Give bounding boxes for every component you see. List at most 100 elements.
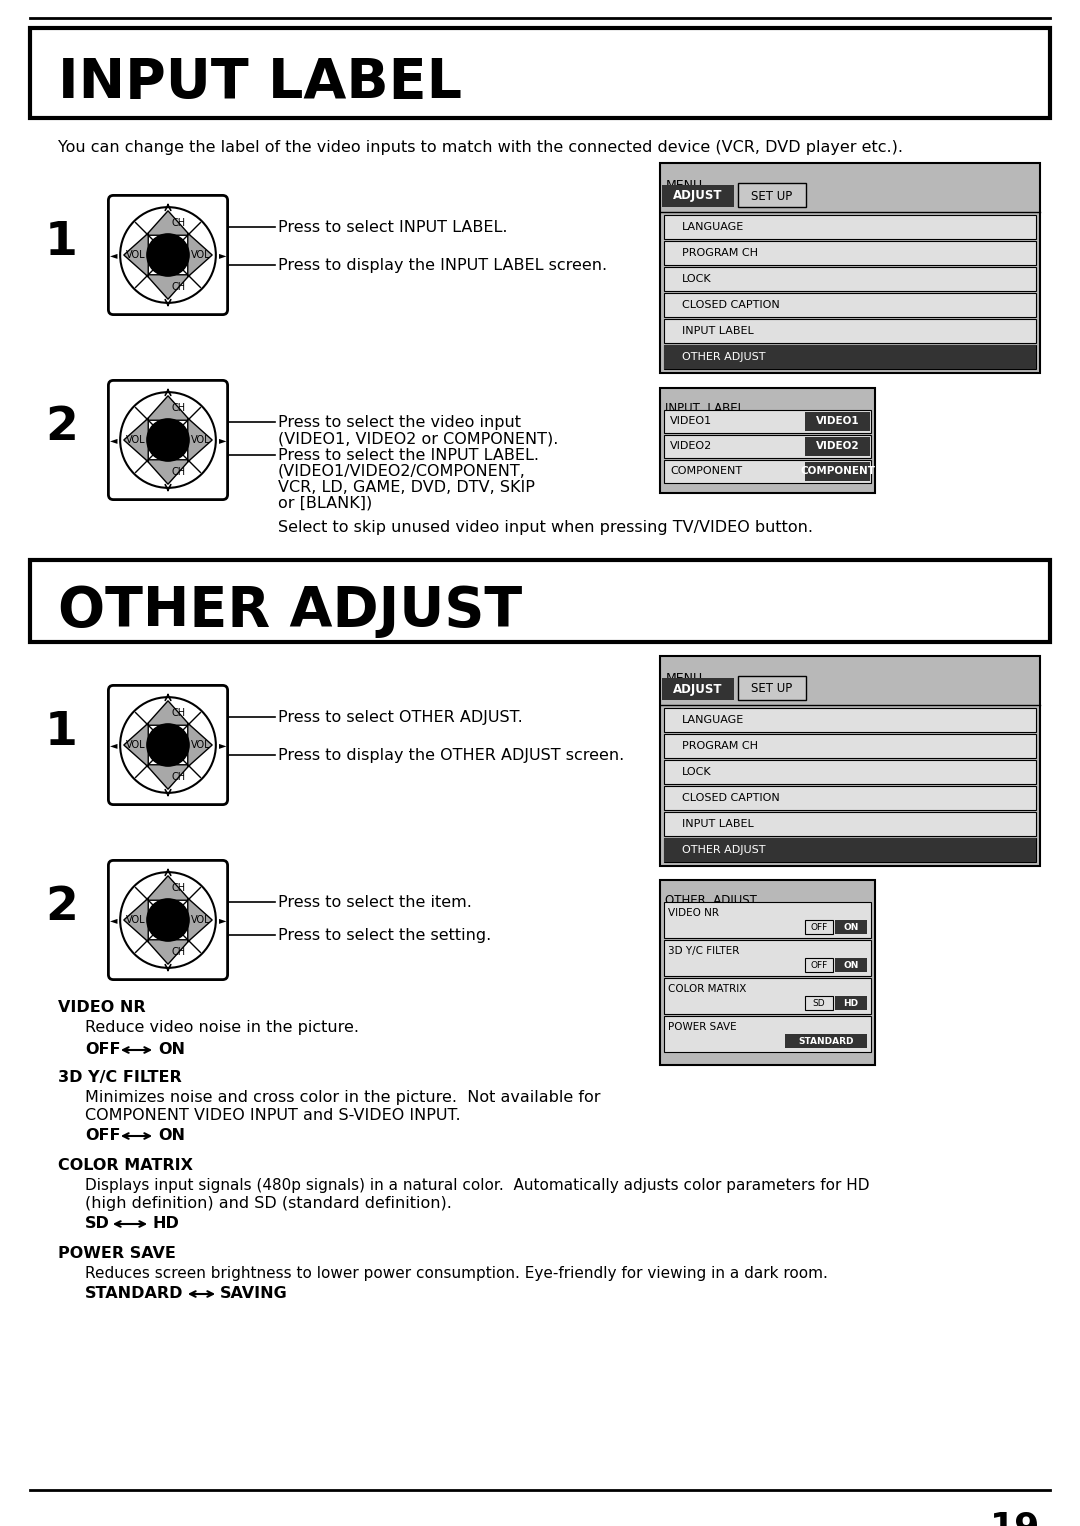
Bar: [30, 27, 1050, 118]
Text: COMPONENT: COMPONENT: [670, 465, 742, 476]
Text: VOL: VOL: [190, 916, 210, 925]
Bar: [664, 267, 1036, 291]
Bar: [664, 435, 870, 458]
Bar: [805, 958, 833, 972]
Bar: [660, 388, 875, 493]
Text: OTHER ADJUST: OTHER ADJUST: [681, 845, 766, 855]
Text: COMPONENT: COMPONENT: [800, 465, 876, 476]
Text: ◄: ◄: [110, 740, 117, 749]
Text: INPUT  LABEL: INPUT LABEL: [665, 401, 744, 415]
Text: Press to display the OTHER ADJUST screen.: Press to display the OTHER ADJUST screen…: [278, 748, 624, 763]
Bar: [664, 838, 1036, 862]
Bar: [664, 241, 1036, 266]
Text: LOCK: LOCK: [681, 768, 712, 777]
Bar: [664, 734, 1036, 758]
Bar: [664, 940, 870, 977]
Text: ◄: ◄: [110, 916, 117, 925]
Text: ADJUST: ADJUST: [673, 189, 723, 203]
Circle shape: [147, 899, 189, 942]
Text: ◄: ◄: [110, 250, 117, 259]
Polygon shape: [146, 876, 190, 900]
Bar: [835, 996, 867, 1010]
Polygon shape: [124, 723, 148, 768]
Text: (VIDEO1/VIDEO2/COMPONENT,: (VIDEO1/VIDEO2/COMPONENT,: [278, 464, 526, 479]
Text: ►: ►: [219, 435, 227, 446]
Bar: [664, 812, 1036, 836]
Text: VIDEO2: VIDEO2: [816, 441, 860, 452]
Text: CH: CH: [172, 948, 186, 957]
Polygon shape: [146, 459, 190, 484]
Bar: [660, 881, 875, 1065]
Text: OK: OK: [159, 250, 177, 259]
Text: VIDEO2: VIDEO2: [670, 441, 712, 452]
Bar: [805, 920, 833, 934]
Bar: [660, 881, 875, 1065]
Text: (high definition) and SD (standard definition).: (high definition) and SD (standard defin…: [85, 1196, 451, 1212]
Text: VOL: VOL: [126, 250, 146, 259]
Polygon shape: [188, 233, 212, 276]
Bar: [664, 215, 1036, 240]
Text: VOL: VOL: [126, 916, 146, 925]
Bar: [664, 459, 870, 484]
Bar: [738, 676, 806, 700]
Text: VIDEO1: VIDEO1: [670, 417, 712, 426]
Text: OK: OK: [159, 740, 177, 749]
Bar: [660, 656, 1040, 865]
Polygon shape: [188, 723, 212, 768]
Text: OFF: OFF: [85, 1128, 121, 1143]
Polygon shape: [146, 940, 190, 964]
Text: SAVING: SAVING: [220, 1286, 287, 1302]
Bar: [664, 760, 1036, 784]
Text: ►: ►: [219, 740, 227, 749]
Bar: [664, 838, 1036, 862]
Text: OK: OK: [159, 916, 177, 925]
Text: ON: ON: [158, 1128, 185, 1143]
Text: CLOSED CAPTION: CLOSED CAPTION: [681, 301, 780, 310]
Bar: [664, 1016, 870, 1051]
Text: VIDEO NR: VIDEO NR: [669, 908, 719, 919]
Text: COLOR MATRIX: COLOR MATRIX: [58, 1158, 193, 1173]
Polygon shape: [146, 700, 190, 725]
Text: INPUT LABEL: INPUT LABEL: [681, 819, 754, 829]
Text: Press to display the INPUT LABEL screen.: Press to display the INPUT LABEL screen.: [278, 258, 607, 273]
Text: Minimizes noise and cross color in the picture.  Not available for: Minimizes noise and cross color in the p…: [85, 1090, 600, 1105]
Text: 1: 1: [45, 710, 78, 755]
Text: OFF: OFF: [810, 960, 827, 969]
Bar: [664, 978, 870, 1013]
Text: CH: CH: [172, 282, 186, 293]
Text: STANDARD: STANDARD: [85, 1286, 184, 1302]
Bar: [664, 410, 870, 433]
Bar: [664, 241, 1036, 266]
Text: INPUT LABEL: INPUT LABEL: [681, 327, 754, 336]
Polygon shape: [146, 211, 190, 235]
Polygon shape: [188, 418, 212, 462]
Bar: [805, 462, 870, 481]
FancyBboxPatch shape: [108, 195, 228, 314]
Bar: [664, 708, 1036, 732]
Text: Press to select the setting.: Press to select the setting.: [278, 928, 491, 943]
Bar: [662, 185, 734, 208]
FancyBboxPatch shape: [108, 380, 228, 499]
Polygon shape: [124, 233, 148, 276]
Text: ►: ►: [219, 250, 227, 259]
Text: VOL: VOL: [126, 435, 146, 446]
Text: 19: 19: [989, 1511, 1040, 1526]
Text: 2: 2: [45, 404, 78, 450]
Text: PROGRAM CH: PROGRAM CH: [681, 249, 758, 258]
Text: CH: CH: [172, 467, 186, 478]
Text: SD: SD: [85, 1216, 110, 1231]
Text: CH: CH: [172, 218, 186, 227]
Bar: [805, 436, 870, 456]
Text: ►: ►: [219, 916, 227, 925]
Text: LANGUAGE: LANGUAGE: [681, 716, 744, 725]
Text: ON: ON: [843, 960, 859, 969]
Bar: [660, 163, 1040, 372]
Polygon shape: [188, 899, 212, 942]
Text: CH: CH: [172, 882, 186, 893]
Text: Press to select the INPUT LABEL.: Press to select the INPUT LABEL.: [278, 449, 539, 462]
Text: Displays input signals (480p signals) in a natural color.  Automatically adjusts: Displays input signals (480p signals) in…: [85, 1178, 869, 1193]
Polygon shape: [124, 899, 148, 942]
Text: VOL: VOL: [190, 435, 210, 446]
Bar: [805, 996, 833, 1010]
Circle shape: [147, 233, 189, 276]
